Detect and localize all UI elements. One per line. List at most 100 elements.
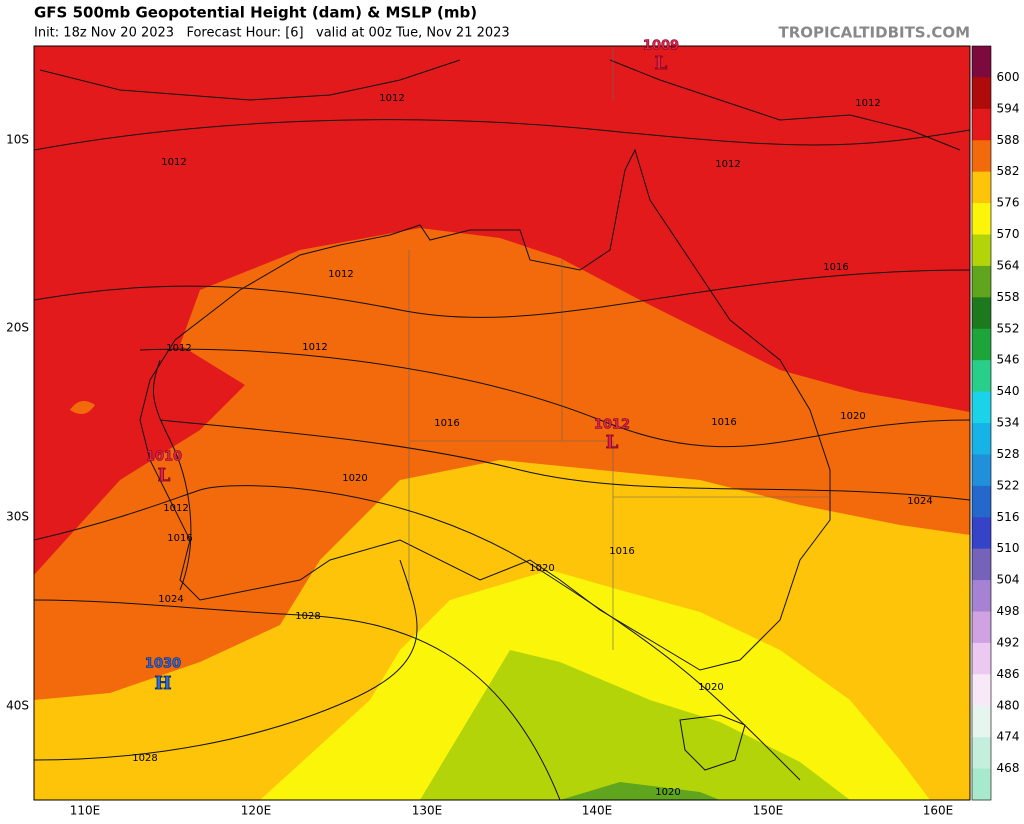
map (33, 45, 971, 801)
lat-label: 30S (6, 510, 29, 524)
isobar-label: 1028 (132, 753, 157, 764)
isobar-label: 1024 (158, 594, 183, 605)
center-value: 1010 (146, 450, 182, 465)
isobar-label: 1020 (655, 787, 680, 798)
colorbar-label: 486 (997, 667, 1020, 681)
colorbar-label: 552 (997, 321, 1020, 335)
colorbar-swatch (972, 611, 991, 644)
colorbar-label: 582 (997, 164, 1020, 178)
colorbar-label: 570 (997, 227, 1020, 241)
colorbar-swatch (972, 391, 991, 424)
colorbar: 600 594 588 582 576 570 564 558 552 546 540 534 528 5… (971, 45, 1020, 801)
lon-label: 150E (753, 804, 784, 818)
coastline (139, 148, 831, 671)
colorbar-label: 480 (997, 698, 1020, 712)
colorbar-swatch (972, 328, 991, 361)
colorbar-swatch (972, 108, 991, 141)
isobar-label: 1020 (698, 682, 723, 693)
colorbar-label: 558 (997, 290, 1020, 304)
colorbar-label: 516 (997, 510, 1020, 524)
map-frame (33, 45, 971, 801)
colorbar-swatch (972, 423, 991, 455)
isobar-label: 1024 (907, 496, 932, 507)
pressure-centers: 1009 L 1010 L 1012 L 1030 H (145, 38, 680, 694)
center-value: 1009 (643, 39, 679, 54)
colorbar-swatch (972, 203, 991, 235)
isobar-label: 1016 (434, 418, 459, 429)
colorbar-swatch (972, 77, 991, 110)
colorbar-label: 564 (997, 258, 1020, 272)
colorbar-swatch (972, 548, 991, 581)
colorbar-swatch (972, 705, 991, 738)
colorbar-label: 492 (997, 635, 1020, 649)
lon-label: 130E (412, 804, 443, 818)
isobar-label: 1016 (167, 533, 192, 544)
isobar-label: 1012 (302, 342, 327, 353)
isobar-labels: 1012 1012 1012 1012 1016 1012 1012 1012 … (132, 93, 932, 798)
isobars (34, 119, 970, 800)
center-letter: L (655, 53, 668, 74)
center-letter: L (606, 432, 619, 453)
title: GFS 500mb Geopotential Height (dam) & MS… (34, 4, 477, 22)
tasmania (679, 714, 746, 771)
colorbar-label: 546 (997, 353, 1020, 367)
lat-label: 10S (6, 133, 29, 147)
center-letter: H (154, 673, 171, 694)
colorbar-label: 528 (997, 447, 1020, 461)
center-letter: L (158, 465, 171, 486)
lon-label: 110E (70, 804, 101, 818)
colorbar-swatch (972, 517, 991, 550)
colorbar-label: 600 (997, 70, 1020, 84)
colorbar-swatch (972, 234, 991, 267)
isobar-label: 1012 (328, 269, 353, 280)
colorbar-swatch (972, 454, 991, 487)
new-guinea (39, 59, 961, 151)
colorbar-label: 498 (997, 604, 1020, 618)
colorbar-label: 588 (997, 133, 1020, 147)
colorbar-swatch (972, 171, 991, 204)
colorbar-swatch (972, 360, 991, 393)
colorbar-swatch (972, 140, 991, 173)
isobar-label: 1012 (379, 93, 404, 104)
subtitle: Init: 18z Nov 20 2023 Forecast Hour: [6]… (34, 26, 510, 41)
isobar-label: 1016 (823, 262, 848, 273)
colorbar-swatch (972, 297, 991, 330)
colorbar-swatch (972, 485, 991, 518)
isobar-label: 1020 (529, 563, 554, 574)
isobar-label: 1012 (163, 503, 188, 514)
isobar-label: 1016 (711, 417, 736, 428)
shade-558 (560, 782, 720, 800)
axes: 110E 120E 130E 140E 150E 160E 10S 20S 30… (6, 133, 953, 818)
colorbar-label: 522 (997, 478, 1020, 492)
isobar-label: 1012 (161, 157, 186, 168)
colorbar-swatch (972, 768, 991, 801)
borders (408, 46, 830, 650)
colorbar-swatch (972, 580, 991, 612)
colorbar-swatch (972, 46, 991, 78)
colorbar-label: 468 (997, 761, 1020, 775)
shade-564 (420, 650, 850, 800)
colorbar-swatch (972, 265, 991, 298)
isobar-label: 1016 (609, 546, 634, 557)
isobar-label: 1012 (166, 343, 191, 354)
colorbar-label: 504 (997, 573, 1020, 587)
colorbar-label: 534 (997, 416, 1020, 430)
colorbar-swatch (972, 674, 991, 707)
isobar-label: 1020 (342, 473, 367, 484)
isobar-label: 1012 (715, 159, 740, 170)
center-value: 1030 (145, 657, 181, 672)
colorbar-swatch (972, 642, 991, 675)
credit: TROPICALTIDBITS.COM (779, 24, 971, 42)
center-value: 1012 (594, 418, 630, 433)
lon-label: 160E (923, 804, 954, 818)
lat-label: 40S (6, 699, 29, 713)
colorbar-frame (971, 45, 992, 801)
colorbar-label: 594 (997, 101, 1020, 115)
lat-label: 20S (6, 321, 29, 335)
isobar-label: 1028 (295, 611, 320, 622)
colorbar-label: 510 (997, 541, 1020, 555)
lon-label: 140E (582, 804, 613, 818)
colorbar-label: 474 (997, 730, 1020, 744)
lon-label: 120E (241, 804, 272, 818)
